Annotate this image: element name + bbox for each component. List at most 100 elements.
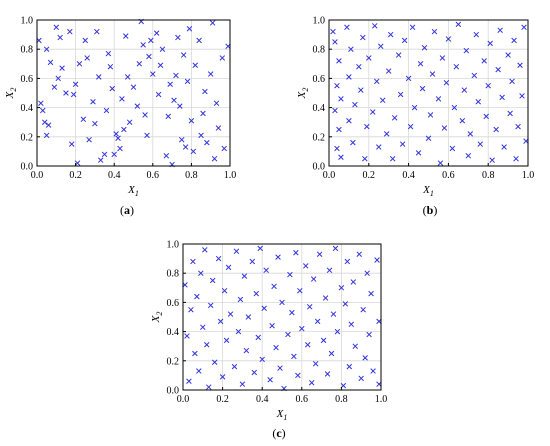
data-point (76, 61, 83, 67)
data-point (326, 267, 333, 274)
data-point (140, 42, 146, 48)
data-point (117, 145, 123, 152)
y-tick-label: 0.0 (167, 386, 180, 397)
chart-panel-b: 0.0 0.2 0.4 0.6 0.8 1.0 0.0 0.2 0.4 0.6 0.8 1.0 X1 X2… (296, 16, 534, 218)
data-point-stroke (358, 375, 364, 382)
data-point (338, 285, 345, 291)
data-point (209, 277, 216, 284)
y-tick-label: 0.8 (313, 45, 326, 56)
data-point-stroke (219, 55, 226, 61)
data-point-stroke (70, 91, 77, 98)
data-point (219, 55, 226, 61)
data-point-stroke (387, 31, 394, 38)
data-point-stroke (243, 347, 250, 354)
data-point-stroke (142, 112, 148, 118)
data-point-stroke (324, 371, 331, 377)
data-point-stroke (350, 279, 357, 285)
data-point (38, 100, 44, 106)
x-tick-label: 0.8 (185, 170, 198, 181)
data-point-stroke (338, 285, 345, 291)
data-point-stroke (374, 257, 380, 263)
data-point (259, 356, 265, 363)
data-point-stroke (277, 365, 283, 371)
data-point-stroke (257, 245, 263, 252)
data-point-stroke (445, 36, 452, 42)
data-point-stroke (173, 72, 179, 79)
data-point-stroke (322, 295, 329, 301)
data-point (374, 78, 380, 85)
data-point (211, 155, 218, 162)
y-axis-title: X2 (4, 88, 18, 100)
data-point-stroke (289, 309, 295, 316)
data-point-stroke (202, 88, 208, 95)
data-point (455, 21, 462, 28)
data-point (304, 341, 311, 348)
data-point-stroke (180, 52, 187, 58)
data-point (303, 263, 309, 269)
data-point (493, 126, 499, 133)
data-point-stroke (144, 132, 150, 139)
data-point (334, 82, 340, 89)
x-axis-title: X1 (422, 184, 434, 198)
data-point (389, 155, 396, 162)
data-point-stroke (140, 42, 146, 48)
data-point (257, 245, 263, 252)
data-point (332, 245, 339, 252)
data-point-stroke (269, 323, 275, 329)
data-point-stroke (45, 122, 52, 128)
data-point (94, 28, 100, 35)
data-point (477, 141, 483, 147)
x-axis-title-subscript: 1 (283, 413, 287, 422)
data-point-stroke (401, 37, 408, 44)
data-point-stroke (360, 34, 366, 41)
data-point-stroke (304, 341, 311, 348)
data-point (86, 136, 92, 143)
data-point-stroke (366, 331, 372, 338)
data-point-stroke (207, 71, 214, 77)
data-point-stroke (515, 123, 521, 130)
data-point-stroke (391, 115, 398, 121)
x-tick-label: 0.0 (177, 394, 190, 405)
data-point-stroke (150, 71, 156, 77)
data-point (211, 359, 218, 366)
y-tick-label: 0.8 (21, 45, 34, 56)
data-point-stroke (130, 84, 137, 90)
data-point (275, 254, 281, 260)
data-point-stroke (205, 384, 212, 390)
data-point-stroke (153, 30, 160, 36)
data-point (465, 153, 472, 159)
x-tick-label: 0.2 (363, 170, 376, 181)
data-point-stroke (261, 305, 267, 311)
data-point (350, 139, 356, 146)
data-point (497, 27, 503, 33)
data-point-stroke (38, 100, 44, 106)
data-point-stroke (245, 314, 252, 320)
data-point-stroke (360, 306, 366, 313)
data-point (59, 65, 65, 71)
data-point-stroke (92, 120, 98, 127)
data-point-stroke (346, 74, 352, 80)
data-point-stroke (299, 325, 305, 332)
data-point (153, 30, 160, 36)
data-point-stroke (338, 154, 344, 160)
x-tick-label: 0.8 (482, 170, 495, 181)
data-point-stroke (237, 296, 244, 303)
data-point (391, 115, 398, 121)
data-point (358, 87, 364, 93)
x-tick-label: 0.4 (108, 170, 121, 181)
data-point-stroke (202, 247, 208, 253)
y-axis-title-subscript: 2 (155, 312, 164, 316)
chart-panel-c: 0.0 0.2 0.4 0.6 0.8 1.0 0.0 0.2 0.4 0.6 0.8 1.0 X1 X2… (150, 240, 387, 441)
data-point (196, 368, 202, 374)
x-tick-label: 1.0 (224, 170, 237, 181)
data-point-stroke (415, 150, 422, 156)
data-point-stroke (308, 379, 315, 386)
data-point-stroke (225, 264, 232, 271)
data-point-stroke (217, 318, 224, 325)
y-tick-label: 0.6 (167, 298, 180, 309)
data-point-stroke (204, 341, 210, 348)
data-point (173, 72, 179, 79)
x-tick-label: 0.6 (296, 394, 309, 405)
y-tick-label: 0.2 (313, 132, 326, 143)
data-point-stroke (103, 107, 110, 114)
